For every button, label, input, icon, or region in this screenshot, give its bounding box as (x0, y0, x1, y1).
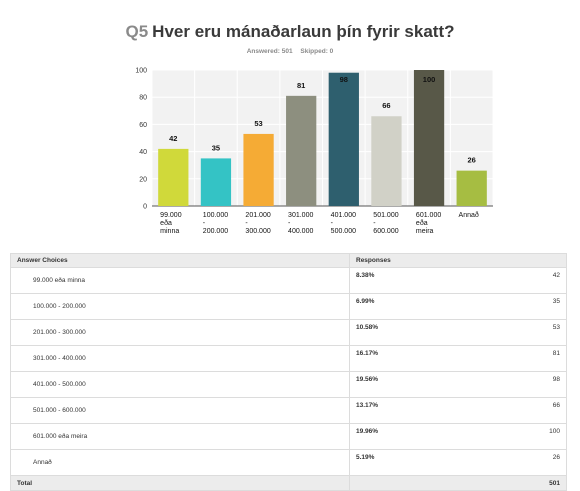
response-count: 66 (552, 402, 560, 409)
bar-chart: 02040608010099.000eðaminna100.000-200.00… (135, 68, 494, 235)
response-cell: 8.38% 42 (349, 267, 567, 294)
table-row: 301.000 - 400.000 16.17% 81 (10, 345, 567, 372)
skipped-count: Skipped: 0 (300, 48, 334, 55)
response-cell: 6.99% 35 (349, 293, 567, 320)
y-tick-label: 100 (135, 68, 147, 75)
table-row: 401.000 - 500.000 19.56% 98 (10, 371, 567, 398)
total-value: 501 (349, 475, 567, 491)
x-tick-label: 400.000 (288, 228, 313, 235)
answer-choice: 99.000 eða minna (10, 267, 350, 294)
x-tick-label: 99.000 (160, 212, 182, 219)
data-label: 42 (169, 134, 177, 143)
data-label: 100 (423, 75, 436, 84)
response-count: 100 (549, 428, 560, 435)
bar (413, 70, 445, 206)
x-tick-label: minna (160, 228, 179, 235)
answer-choice: 601.000 eða meira (10, 423, 350, 450)
question-text: Hver eru mánaðarlaun þín fyrir skatt? (152, 22, 455, 41)
x-tick-label: Annað (459, 211, 479, 219)
response-cell: 19.96% 100 (349, 423, 567, 450)
response-cell: 16.17% 81 (349, 345, 567, 372)
x-tick-label: - (203, 220, 206, 227)
response-cell: 13.17% 66 (349, 397, 567, 424)
response-count: 35 (552, 298, 560, 305)
data-label: 35 (212, 143, 220, 152)
x-tick-label: - (288, 220, 291, 227)
x-tick-label: 500.000 (331, 228, 356, 235)
table-row: Annað 5.19% 26 (10, 449, 567, 476)
answer-choice: 201.000 - 300.000 (10, 319, 350, 346)
y-tick-label: 80 (139, 95, 147, 102)
y-tick-label: 20 (139, 176, 147, 183)
table-row: 201.000 - 300.000 10.58% 53 (10, 319, 567, 346)
question-title: Q5 Hver eru mánaðarlaun þín fyrir skatt? (0, 22, 580, 42)
table-row: 601.000 eða meira 19.96% 100 (10, 423, 567, 450)
bar (243, 133, 274, 206)
response-count: 26 (552, 454, 560, 461)
x-tick-label: 600.000 (373, 228, 398, 235)
data-label: 26 (468, 156, 476, 165)
response-cell: 10.58% 53 (349, 319, 567, 346)
x-tick-label: 501.000 (373, 212, 398, 219)
answer-choice: 401.000 - 500.000 (10, 371, 350, 398)
answer-choice: 501.000 - 600.000 (10, 397, 350, 424)
header-responses: Responses (349, 253, 567, 268)
response-cell: 19.56% 98 (349, 371, 567, 398)
x-tick-labels: 99.000eðaminna100.000-200.000201.000-300… (160, 211, 479, 235)
response-percent: 19.96% (356, 428, 379, 435)
x-tick-label: meira (416, 228, 434, 235)
y-tick-label: 40 (139, 149, 147, 156)
answered-count: Answered: 501 (246, 48, 293, 55)
bar (456, 170, 487, 206)
x-tick-label: 300.000 (245, 228, 270, 235)
y-tick-label: 0 (143, 204, 147, 211)
data-label: 53 (254, 119, 262, 128)
bar (158, 148, 189, 206)
answer-choice: Annað (10, 449, 350, 476)
response-percent: 6.99% (356, 298, 375, 305)
total-row: Total 501 (10, 475, 567, 491)
x-tick-label: - (373, 220, 376, 227)
x-tick-label: - (331, 220, 334, 227)
question-number: Q5 (125, 22, 149, 41)
response-count: 98 (552, 376, 560, 383)
x-tick-label: 301.000 (288, 212, 313, 219)
table-header-row: Answer Choices Responses (10, 253, 567, 268)
response-stats: Answered: 501 Skipped: 0 (0, 48, 580, 55)
x-tick-label: 201.000 (245, 212, 270, 219)
response-percent: 8.38% (356, 272, 375, 279)
data-label: 98 (340, 75, 348, 84)
bar (371, 116, 402, 206)
data-label: 66 (382, 101, 390, 110)
table-row: 99.000 eða minna 8.38% 42 (10, 267, 567, 294)
response-percent: 13.17% (356, 402, 379, 409)
y-tick-label: 60 (139, 122, 147, 129)
x-tick-label: - (245, 220, 248, 227)
response-percent: 5.19% (356, 454, 375, 461)
response-count: 53 (552, 324, 560, 331)
bar (200, 158, 232, 206)
response-percent: 16.17% (356, 350, 379, 357)
data-label: 81 (297, 81, 305, 90)
x-tick-label: 401.000 (331, 212, 356, 219)
x-tick-label: 601.000 (416, 212, 441, 219)
answer-choice: 100.000 - 200.000 (10, 293, 350, 320)
total-label: Total (10, 475, 350, 491)
bar (286, 95, 317, 206)
response-cell: 5.19% 26 (349, 449, 567, 476)
response-percent: 19.56% (356, 376, 379, 383)
answer-choice: 301.000 - 400.000 (10, 345, 350, 372)
x-tick-label: 100.000 (203, 212, 228, 219)
table-row: 100.000 - 200.000 6.99% 35 (10, 293, 567, 320)
response-count: 42 (552, 272, 560, 279)
x-tick-label: 200.000 (203, 228, 228, 235)
x-tick-label: eða (416, 219, 428, 227)
header-answer-choices: Answer Choices (10, 253, 350, 268)
response-count: 81 (552, 350, 560, 357)
bar (328, 72, 359, 206)
table-row: 501.000 - 600.000 13.17% 66 (10, 397, 567, 424)
x-tick-label: eða (160, 219, 172, 227)
response-percent: 10.58% (356, 324, 379, 331)
responses-table: Answer Choices Responses 99.000 eða minn… (10, 253, 567, 491)
